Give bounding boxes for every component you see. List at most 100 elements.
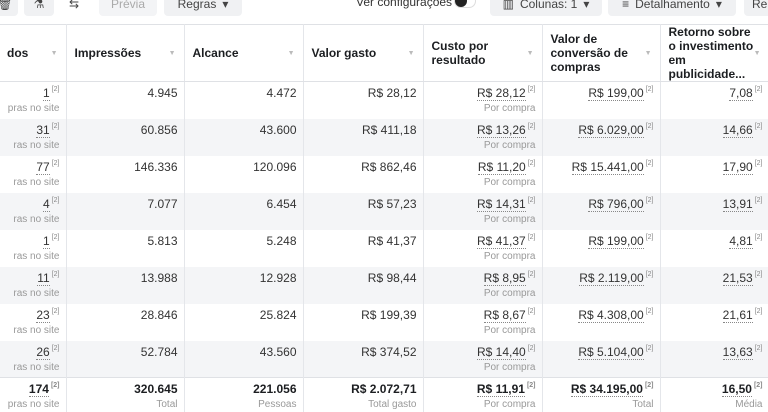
footnote-marker[interactable]: [2] — [645, 233, 654, 241]
purchase-conversion-value-value[interactable]: R$ 199,00 — [588, 86, 644, 101]
footnote-marker[interactable]: [2] — [754, 344, 763, 352]
table-row[interactable]: 26 [2] ras no site 52.784 43.560 R$ 374,52 R$ … — [0, 340, 768, 378]
results-value[interactable]: 77 — [36, 159, 50, 175]
footnote-marker[interactable]: [2] — [645, 307, 654, 315]
footnote-marker[interactable]: [2] — [51, 86, 60, 93]
column-header-reach[interactable]: Alcance ▼ — [184, 24, 304, 82]
footnote-marker[interactable]: [2] — [645, 270, 654, 278]
footnote-marker[interactable]: [2] — [51, 233, 60, 241]
footnote-marker[interactable]: [2] — [527, 344, 536, 352]
cost-per-result-value[interactable]: R$ 28,12 — [477, 86, 526, 101]
table-row[interactable]: 1 [2] pras no site 4.945 4.472 R$ 28,12 R$ 28,… — [0, 81, 768, 119]
trash-icon[interactable]: 🗑 — [0, 0, 18, 16]
sort-icon[interactable]: ▼ — [407, 50, 415, 57]
purchase-conversion-value-value[interactable]: R$ 199,00 — [588, 233, 644, 249]
results-value[interactable]: 1 — [43, 86, 50, 101]
footnote-marker[interactable]: [2] — [51, 344, 60, 352]
sort-icon[interactable]: ▼ — [168, 50, 176, 57]
table-row[interactable]: 23 [2] ras no site 28.846 25.824 R$ 199,39 R$ … — [0, 303, 768, 341]
columns-button[interactable]: ▥ Colunas: 1 ▾ — [490, 0, 602, 16]
results-value[interactable]: 4 — [43, 196, 50, 212]
footnote-marker[interactable]: [2] — [51, 159, 60, 167]
cost-per-result-value[interactable]: R$ 14,40 — [477, 344, 526, 360]
footnote-marker[interactable]: [2] — [645, 344, 654, 352]
roas-value[interactable]: 17,90 — [722, 159, 753, 175]
sort-icon[interactable]: ▼ — [644, 50, 652, 57]
footnote-marker[interactable]: [2] — [753, 382, 763, 389]
footnote-marker[interactable]: [2] — [754, 122, 763, 130]
footnote-marker[interactable]: [2] — [526, 382, 536, 389]
purchase-conversion-value-value[interactable]: R$ 2.119,00 — [579, 270, 644, 286]
purchase-conversion-value-value[interactable]: R$ 796,00 — [588, 196, 644, 212]
roas-value[interactable]: 21,53 — [722, 270, 753, 286]
table-row[interactable]: 11 [2] ras no site 13.988 12.928 R$ 98,44 R$ 8… — [0, 266, 768, 304]
footnote-marker[interactable]: [2] — [645, 122, 654, 130]
footnote-marker[interactable]: [2] — [527, 159, 536, 167]
footnote-marker[interactable]: [2] — [754, 159, 763, 167]
table-row[interactable]: 1 [2] ras no site 5.813 5.248 R$ 41,37 R$ 41,3… — [0, 229, 768, 267]
cost-per-result-value[interactable]: R$ 11,91 — [476, 382, 525, 397]
footnote-marker[interactable]: [2] — [754, 196, 763, 204]
cost-per-result-value[interactable]: R$ 41,37 — [477, 233, 526, 249]
results-value[interactable]: 23 — [36, 307, 50, 323]
footnote-marker[interactable]: [2] — [51, 307, 60, 315]
column-header-results[interactable]: dos ▼ — [0, 24, 67, 82]
footnote-marker[interactable]: [2] — [754, 233, 763, 241]
column-header-purchase-conversion-value[interactable]: Valor de conversão de compras ▼ — [542, 24, 661, 82]
roas-value[interactable]: 4,81 — [729, 233, 753, 249]
footnote-marker[interactable]: [2] — [645, 86, 654, 93]
table-row[interactable]: 31 [2] ras no site 60.856 43.600 R$ 411,18 R$ … — [0, 118, 768, 156]
column-header-amount-spent[interactable]: Valor gasto ▼ — [303, 24, 424, 82]
purchase-conversion-value-value[interactable]: R$ 4.308,00 — [578, 307, 644, 323]
footnote-marker[interactable]: [2] — [754, 86, 763, 93]
footnote-marker[interactable]: [2] — [51, 196, 60, 204]
roas-value[interactable]: 13,91 — [722, 196, 753, 212]
column-header-cost-per-result[interactable]: Custo por resultado ▼ — [423, 24, 543, 82]
column-header-impressions[interactable]: Impressões ▼ — [66, 24, 185, 82]
footnote-marker[interactable]: [2] — [527, 270, 536, 278]
table-row[interactable]: 77 [2] ras no site 146.336 120.096 R$ 862,46 R… — [0, 155, 768, 193]
sort-icon[interactable]: ▼ — [50, 50, 58, 57]
footnote-marker[interactable]: [2] — [527, 86, 536, 93]
sort-icon[interactable]: ▼ — [753, 50, 761, 57]
footnote-marker[interactable]: [2] — [50, 382, 60, 389]
roas-value[interactable]: 16,50 — [721, 382, 752, 397]
table-row[interactable]: 4 [2] ras no site 7.077 6.454 R$ 57,23 R$ 14,3… — [0, 192, 768, 230]
purchase-conversion-value-value[interactable]: R$ 6.029,00 — [578, 122, 644, 138]
cost-per-result-value[interactable]: R$ 8,95 — [483, 270, 526, 286]
footnote-marker[interactable]: [2] — [754, 270, 763, 278]
rules-button[interactable]: Regras ▾ — [164, 0, 242, 16]
footnote-marker[interactable]: [2] — [527, 196, 536, 204]
footnote-marker[interactable]: [2] — [51, 270, 60, 278]
purchase-conversion-value-value[interactable]: R$ 15.441,00 — [571, 159, 644, 175]
roas-value[interactable]: 14,66 — [722, 122, 753, 138]
preview-button[interactable]: Prévia — [99, 0, 157, 16]
sync-icon[interactable]: ⇆ — [58, 0, 90, 16]
footnote-marker[interactable]: [2] — [645, 196, 654, 204]
footnote-marker[interactable]: [2] — [644, 382, 654, 389]
reports-button[interactable]: Re — [744, 0, 768, 16]
purchase-conversion-value-value[interactable]: R$ 34.195,00 — [570, 382, 643, 397]
footnote-marker[interactable]: [2] — [527, 122, 536, 130]
cost-per-result-value[interactable]: R$ 11,20 — [477, 159, 526, 175]
footnote-marker[interactable]: [2] — [527, 307, 536, 315]
footnote-marker[interactable]: [2] — [754, 307, 763, 315]
column-header-roas[interactable]: Retorno sobre o investimento em publicid… — [660, 24, 768, 82]
results-value[interactable]: 26 — [36, 344, 50, 360]
sort-icon[interactable]: ▼ — [526, 50, 534, 57]
cost-per-result-value[interactable]: R$ 8,67 — [483, 307, 526, 323]
footnote-marker[interactable]: [2] — [645, 159, 654, 167]
breakdown-button[interactable]: ≡ Detalhamento ▾ — [608, 0, 736, 16]
roas-value[interactable]: 21,61 — [722, 307, 753, 323]
footnote-marker[interactable]: [2] — [527, 233, 536, 241]
results-value[interactable]: 1 — [43, 233, 50, 249]
roas-value[interactable]: 7,08 — [729, 86, 753, 101]
sort-icon[interactable]: ▼ — [287, 50, 295, 57]
cost-per-result-value[interactable]: R$ 13,26 — [477, 122, 526, 138]
ab-test-icon[interactable]: ⚗ — [24, 0, 54, 16]
footnote-marker[interactable]: [2] — [51, 122, 60, 130]
roas-value[interactable]: 13,63 — [722, 344, 753, 360]
cost-per-result-value[interactable]: R$ 14,31 — [477, 196, 526, 212]
view-settings-toggle[interactable] — [454, 0, 476, 8]
results-value[interactable]: 174 — [28, 382, 49, 397]
